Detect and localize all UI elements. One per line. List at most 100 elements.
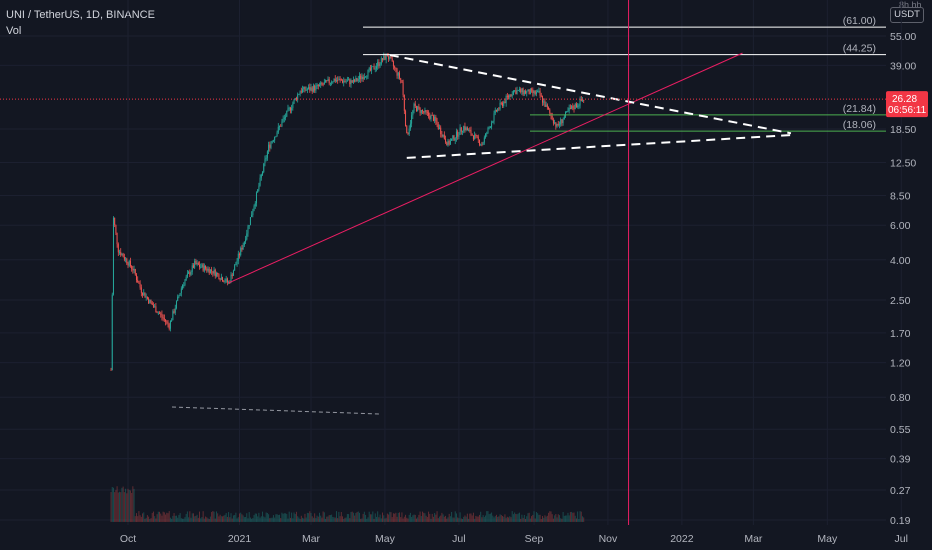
candle-body (449, 140, 451, 145)
candle-body (389, 56, 391, 59)
candle-body (202, 264, 204, 271)
candle-body (573, 108, 575, 110)
candle-body (257, 189, 259, 193)
volume-bar (138, 511, 140, 522)
volume-bar (417, 517, 419, 522)
volume-bar (157, 511, 159, 522)
time-tick-label: May (375, 533, 396, 545)
volume-bar (280, 518, 282, 522)
volume-bar (292, 518, 294, 522)
candle-body (424, 110, 426, 113)
candle-body (523, 91, 525, 95)
volume-bar (345, 517, 347, 522)
volume-bar (311, 516, 313, 522)
candle-body (502, 102, 504, 107)
volume-bar (358, 512, 360, 522)
candle-body (552, 119, 554, 124)
volume-bar (224, 514, 226, 522)
volume-bar (222, 516, 224, 522)
volume-bar (340, 512, 342, 522)
volume-bar (277, 514, 279, 522)
candle-body (384, 55, 386, 60)
candle-body (440, 127, 442, 135)
volume-bar (272, 515, 274, 522)
volume-bar (356, 512, 358, 522)
candle-body (199, 264, 201, 267)
candle-body (200, 266, 202, 268)
volume-bar (352, 512, 354, 522)
candle-body (565, 111, 567, 117)
volume-bar (206, 517, 208, 522)
volume-bar (230, 513, 232, 522)
volume-bar (371, 514, 373, 522)
volume-bar (465, 516, 467, 522)
time-tick-label: Mar (302, 533, 321, 545)
volume-bar (544, 515, 546, 522)
candle-body (468, 129, 470, 131)
candle-body (452, 135, 454, 139)
candle-body (415, 106, 417, 112)
candle-body (255, 192, 257, 204)
volume-bar (281, 512, 283, 522)
currency-unit-badge[interactable]: USDT (890, 7, 924, 23)
candle-body (254, 203, 256, 207)
candle-body (327, 79, 329, 81)
symbol-title: UNI / TetherUS, 1D, BINANCE (6, 9, 155, 21)
candle-body (438, 127, 440, 129)
volume-bar (231, 518, 233, 522)
candle-body (217, 273, 219, 275)
candle-body (126, 258, 128, 264)
volume-bar (388, 514, 390, 522)
volume-bar (201, 517, 203, 522)
volume-bar (264, 517, 266, 522)
candle-body (128, 260, 130, 266)
candle-body (186, 273, 188, 277)
candle-body (286, 110, 288, 117)
candle-body (539, 90, 541, 96)
time-tick-label: Mar (744, 533, 763, 545)
volume-bar (538, 514, 540, 522)
candle-body (332, 81, 334, 83)
volume-bar (242, 515, 244, 522)
volume-bar (182, 518, 184, 522)
volume-bar (478, 514, 480, 522)
candle-body (366, 76, 368, 78)
unit-top-fragment: 8h hh (899, 0, 922, 10)
candle-body (300, 91, 302, 93)
volume-bar (397, 512, 399, 522)
volume-bar (355, 512, 357, 522)
volume-bar (318, 512, 320, 522)
candle-body (120, 251, 122, 256)
candle-body (316, 84, 318, 86)
volume-bar (471, 515, 473, 522)
volume-bar (255, 513, 257, 522)
candle-body (166, 321, 168, 323)
volume-bar (408, 514, 410, 522)
candle-body (537, 90, 539, 93)
volume-bar (425, 515, 427, 522)
candle-body (165, 319, 167, 322)
volume-bar (580, 511, 582, 522)
volume-bar (212, 511, 214, 522)
candle-body (419, 107, 421, 113)
volume-bar (495, 514, 497, 522)
candle-body (268, 144, 270, 152)
candle-body (218, 274, 220, 280)
candle-body (180, 288, 182, 294)
candle-body (129, 260, 131, 267)
volume-bar (189, 511, 191, 522)
candle-body (582, 99, 583, 101)
candle-body (239, 253, 241, 256)
candle-body (111, 294, 113, 371)
volume-bar (482, 515, 484, 522)
candle-body (248, 225, 250, 227)
volume-bar (486, 511, 488, 522)
candle-body (161, 314, 163, 318)
volume-bar (304, 513, 306, 522)
candle-body (318, 84, 320, 87)
candle-body (414, 103, 416, 107)
candle-body (545, 104, 547, 107)
volume-bar (357, 511, 359, 522)
candle-body (168, 324, 170, 329)
